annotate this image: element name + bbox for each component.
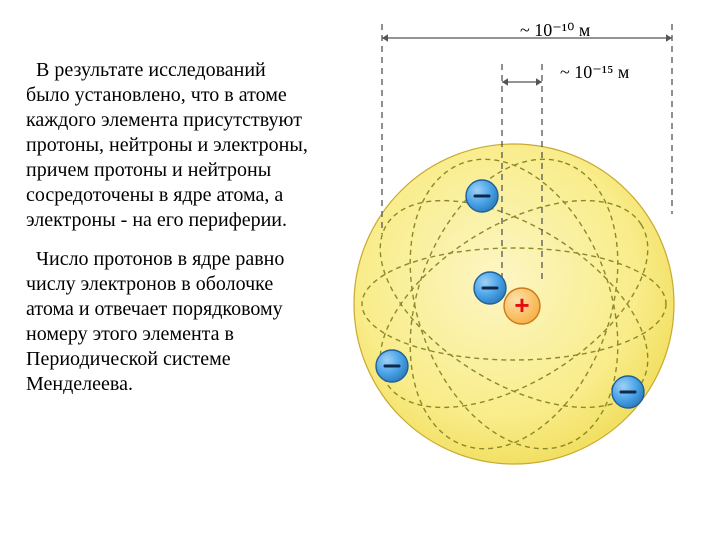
text-column: В результате исследований было установле… [0, 0, 320, 540]
atom-svg: + [324, 4, 714, 524]
scale-inner-label: ~ 10⁻¹⁵ м [560, 62, 629, 83]
paragraph-1: В результате исследований было установле… [26, 58, 310, 233]
paragraph-2: Число протонов в ядре равно числу электр… [26, 247, 310, 397]
svg-text:+: + [514, 290, 529, 320]
scale-outer-label: ~ 10⁻¹⁰ м [520, 20, 590, 41]
atom-diagram: + ~ 10⁻¹⁰ м ~ 10⁻¹⁵ м [320, 0, 720, 540]
